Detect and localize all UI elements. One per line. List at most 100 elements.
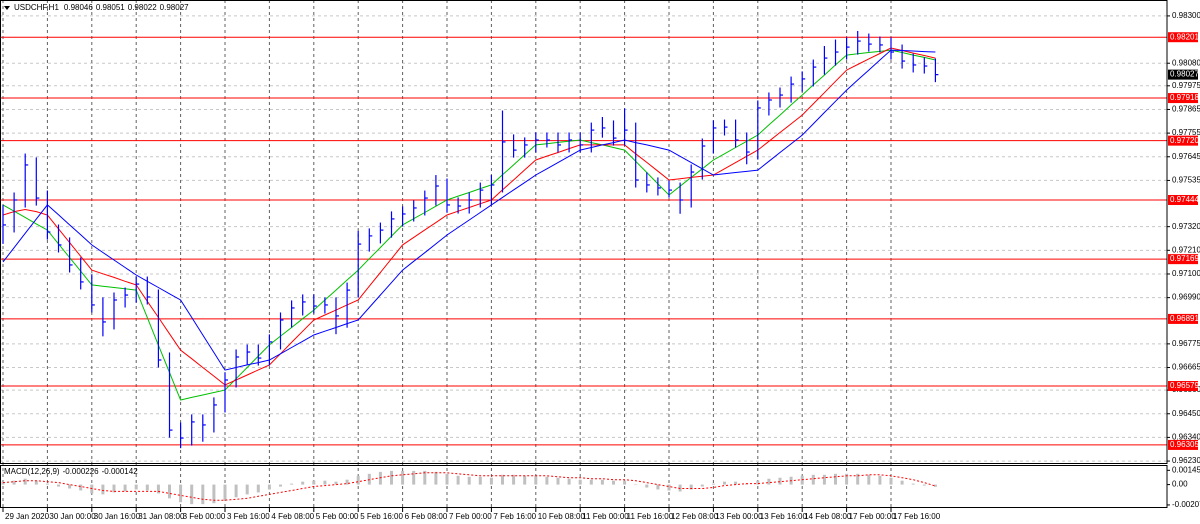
macd-bar <box>145 484 149 491</box>
macd-bar <box>334 481 338 485</box>
chart-header: USDCHF,H1 0.98046 0.98051 0.98022 0.98027 <box>14 3 189 12</box>
macd-bar <box>279 484 282 487</box>
x-tick-label: 30 Jan 00:00 <box>49 512 96 521</box>
y-tick-label: 0.97645 <box>1172 152 1200 161</box>
y-tick-label: 0.96775 <box>1172 339 1200 348</box>
x-tick-label: 10 Feb 08:00 <box>538 512 586 521</box>
macd-bar <box>234 484 238 498</box>
level-label-box <box>1168 194 1198 205</box>
x-tick-label: 3 Feb 16:00 <box>227 512 270 521</box>
macd-bar <box>734 481 738 485</box>
macd-bar <box>168 484 171 499</box>
level-label: 0.96305 <box>1170 440 1199 449</box>
current-price-box <box>1168 69 1198 80</box>
macd-bar <box>911 483 915 485</box>
macd-bar <box>34 480 38 485</box>
macd-bar <box>767 478 771 485</box>
macd-bar <box>856 473 860 485</box>
macd-bar <box>689 484 693 490</box>
level-label: 0.98201 <box>1170 32 1199 41</box>
macd-bar <box>612 480 615 485</box>
macd-bar <box>134 484 138 490</box>
y-tick-label: 0.98080 <box>1172 58 1200 67</box>
macd-title: MACD(12,26,9) <box>4 467 60 476</box>
y-tick-label: 0.96340 <box>1172 433 1200 442</box>
x-tick-label: 7 Feb 16:00 <box>493 512 536 521</box>
macd-bar <box>922 484 926 486</box>
macd-bar <box>123 484 127 492</box>
macd-bar <box>667 484 671 491</box>
macd-bar <box>401 470 405 485</box>
macd-bar <box>501 474 504 485</box>
macd-bar <box>512 474 516 485</box>
level-label: 0.96891 <box>1170 314 1199 323</box>
macd-bar <box>245 484 249 495</box>
macd-bar <box>478 476 482 485</box>
level-label-box <box>1168 93 1198 104</box>
y-tick-label: 0.97210 <box>1172 245 1200 254</box>
macd-bar <box>290 483 294 485</box>
macd-bar <box>378 471 382 485</box>
y-tick-label: -0.002078 <box>1172 500 1200 509</box>
x-tick-label: 11 Feb 00:00 <box>582 512 629 521</box>
macd-frame <box>0 465 1168 508</box>
low: 0.98022 <box>128 3 157 12</box>
macd-bar <box>623 480 627 485</box>
level-label: 0.97918 <box>1170 93 1199 102</box>
x-tick-label: 3 Feb 00:00 <box>183 512 226 521</box>
level-label: 0.97169 <box>1170 254 1199 263</box>
plot <box>0 30 1167 505</box>
macd-bar <box>423 470 427 485</box>
macd-bar <box>456 475 460 485</box>
macd-bar <box>867 474 871 485</box>
macd-bar <box>101 484 105 495</box>
x-tick-label: 5 Feb 16:00 <box>360 512 403 521</box>
macd-bar <box>212 484 216 504</box>
level-label-box <box>1168 439 1198 450</box>
level-label: 0.96579 <box>1170 381 1199 390</box>
grid <box>0 0 1167 508</box>
y-tick-label: 0.96665 <box>1172 363 1200 372</box>
macd-bar <box>534 475 538 485</box>
macd-bar <box>301 481 305 485</box>
y-tick-label: 0.96450 <box>1172 409 1200 418</box>
macd-bar <box>201 484 205 505</box>
signal-line <box>2 472 936 501</box>
menu-triangle[interactable] <box>4 6 10 10</box>
macd-bar <box>589 479 593 485</box>
level-label: 0.97720 <box>1170 136 1199 145</box>
macd-bar <box>711 483 715 485</box>
macd-value: -0.000226 <box>63 467 100 476</box>
price-axis-panel <box>1167 0 1200 508</box>
macd-bar <box>723 481 726 485</box>
x-tick-label: 14 Feb 08:00 <box>804 512 852 521</box>
macd-bar <box>489 477 493 485</box>
macd-bar <box>45 483 49 485</box>
macd-bar <box>634 484 638 486</box>
macd-bar <box>556 477 560 485</box>
macd-bar <box>112 484 116 493</box>
y-tick-label: 0.97320 <box>1172 222 1200 231</box>
macd-bar <box>889 477 893 485</box>
current-price-label: 0.98027 <box>1170 70 1199 79</box>
x-tick-label: 13 Feb 16:00 <box>760 512 808 521</box>
main-frame <box>0 0 1168 464</box>
macd-bar <box>12 480 16 485</box>
x-tick-label: 17 Feb 00:00 <box>849 512 897 521</box>
macd-bar <box>68 484 72 489</box>
axis: 0.98300 0.98080 0.97975 0.97865 0.97755 0.976… <box>2 11 1200 521</box>
macd-bar <box>345 479 349 485</box>
y-tick-label: 0.97975 <box>1172 81 1200 90</box>
macd-bar <box>179 484 183 503</box>
y-tick-label: 0.98300 <box>1172 11 1200 20</box>
macd-bar <box>878 475 882 485</box>
macd-bar <box>23 478 27 485</box>
macd-bar <box>79 484 83 491</box>
macd-bar <box>933 484 937 487</box>
level-label: 0.97444 <box>1170 195 1199 204</box>
macd-bar <box>256 484 260 493</box>
x-tick-label: 31 Jan 08:00 <box>138 512 185 521</box>
y-tick-label: 0.97755 <box>1172 128 1200 137</box>
